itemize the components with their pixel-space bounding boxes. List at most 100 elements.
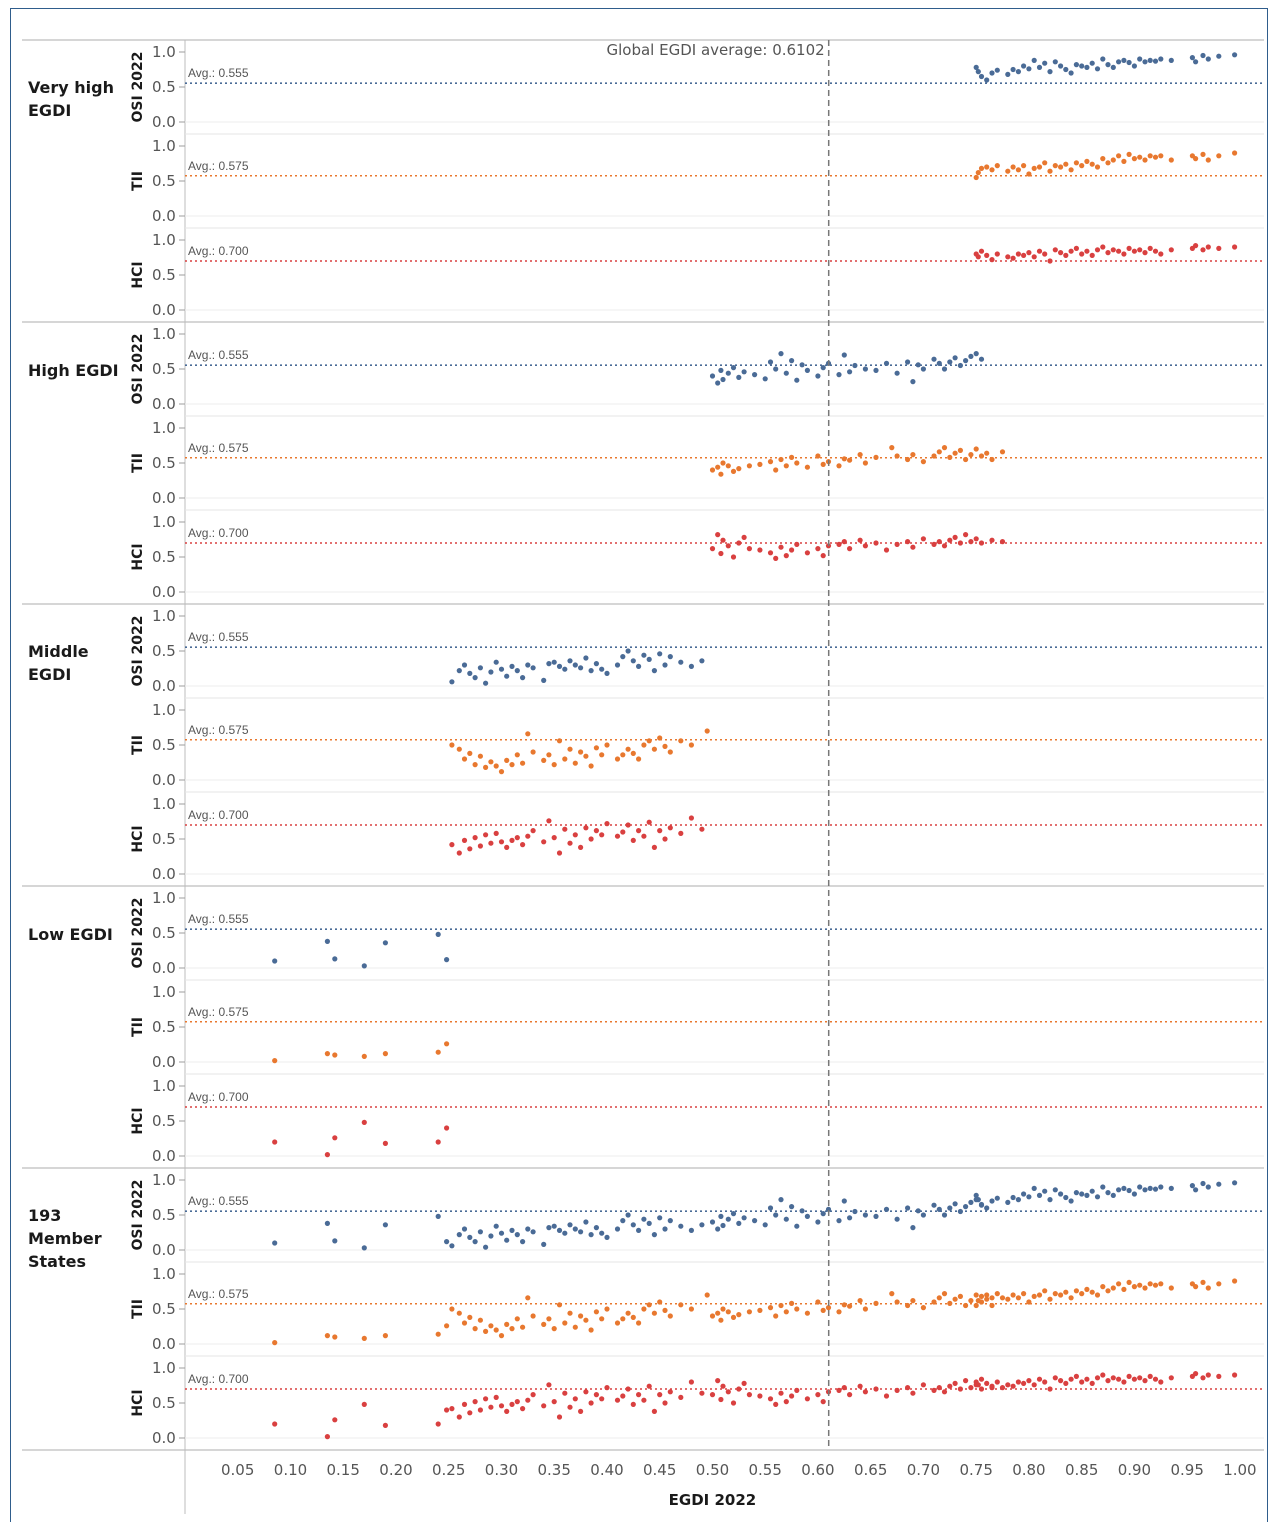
- data-point: [1137, 1375, 1143, 1381]
- data-point: [841, 456, 847, 462]
- data-point: [883, 1206, 890, 1212]
- data-point: [593, 1392, 600, 1398]
- y-tick-label: 1.0: [152, 889, 176, 907]
- data-point: [525, 731, 531, 737]
- data-point: [361, 1245, 367, 1251]
- data-point: [614, 1397, 621, 1403]
- data-point: [1036, 248, 1043, 254]
- data-point: [1152, 1282, 1159, 1288]
- data-point: [1015, 1295, 1022, 1301]
- data-point: [709, 1313, 716, 1319]
- data-point: [1168, 157, 1174, 163]
- data-point: [651, 1232, 658, 1238]
- data-point: [820, 1399, 826, 1405]
- data-point: [894, 1299, 900, 1305]
- data-point: [551, 1223, 557, 1229]
- data-point: [382, 1422, 388, 1428]
- data-point: [873, 540, 879, 546]
- data-point: [361, 963, 367, 969]
- data-point: [1168, 247, 1174, 253]
- data-point: [588, 836, 594, 842]
- data-point: [815, 546, 821, 552]
- data-point: [678, 659, 684, 665]
- data-point: [646, 738, 652, 744]
- x-tick-label: 0.20: [379, 1461, 412, 1479]
- data-point: [1068, 1295, 1074, 1301]
- data-point: [1193, 1371, 1199, 1377]
- data-point: [1137, 1282, 1143, 1288]
- data-point: [1036, 1192, 1043, 1198]
- data-point: [504, 1321, 510, 1327]
- data-point: [636, 828, 642, 834]
- data-point: [1010, 164, 1016, 170]
- data-point: [567, 840, 573, 846]
- y-tick-label: 0.0: [152, 771, 176, 789]
- data-point: [541, 839, 547, 845]
- data-point: [836, 1218, 842, 1224]
- data-point: [1110, 1192, 1116, 1198]
- data-point: [794, 1387, 800, 1393]
- data-point: [1100, 1372, 1106, 1378]
- data-point: [699, 658, 705, 664]
- data-point: [973, 351, 979, 357]
- data-point: [1026, 66, 1032, 72]
- data-point: [910, 379, 916, 385]
- data-point: [562, 1320, 568, 1326]
- data-point: [1052, 247, 1058, 253]
- data-point: [847, 1215, 853, 1221]
- data-point: [978, 165, 985, 171]
- data-point: [662, 836, 668, 842]
- average-label: Avg.: 0.555: [188, 1194, 249, 1208]
- data-point: [604, 1234, 610, 1240]
- data-point: [556, 738, 563, 744]
- data-point: [651, 1408, 658, 1414]
- data-point: [730, 1400, 737, 1406]
- x-tick-label: 0.35: [537, 1461, 570, 1479]
- data-point: [572, 1226, 578, 1232]
- data-point: [657, 828, 663, 834]
- data-point: [520, 675, 526, 681]
- data-point: [725, 1309, 731, 1315]
- data-point: [667, 1389, 673, 1395]
- data-point: [736, 374, 742, 380]
- data-point: [530, 1229, 536, 1235]
- data-point: [746, 546, 753, 552]
- data-point: [841, 539, 847, 545]
- data-point: [530, 1392, 536, 1398]
- data-point: [936, 1206, 942, 1212]
- data-point: [498, 769, 505, 775]
- data-point: [567, 658, 573, 664]
- data-point: [1158, 56, 1164, 62]
- data-point: [947, 1300, 953, 1306]
- data-point: [715, 1378, 721, 1384]
- data-point: [435, 1139, 441, 1145]
- data-point: [678, 830, 684, 837]
- data-point: [1131, 1376, 1137, 1382]
- data-point: [1031, 254, 1037, 260]
- data-point: [978, 1299, 985, 1305]
- data-point: [715, 380, 721, 386]
- data-point: [520, 842, 526, 848]
- y-tick-label: 0.0: [152, 959, 176, 977]
- data-point: [1094, 1292, 1101, 1298]
- data-point: [614, 662, 621, 668]
- data-point: [593, 1225, 600, 1231]
- data-point: [493, 830, 499, 837]
- data-point: [483, 680, 489, 686]
- data-point: [741, 1215, 747, 1221]
- data-point: [651, 668, 658, 674]
- data-point: [525, 1397, 531, 1403]
- data-point: [920, 536, 927, 542]
- data-point: [1216, 1181, 1222, 1187]
- data-point: [910, 1390, 916, 1396]
- data-point: [572, 662, 578, 668]
- data-point: [625, 746, 631, 752]
- data-point: [1010, 1194, 1016, 1201]
- data-point: [324, 1220, 330, 1226]
- data-point: [546, 661, 552, 667]
- data-point: [667, 1313, 673, 1319]
- data-point: [449, 1406, 455, 1412]
- data-point: [630, 1314, 636, 1320]
- data-point: [1147, 245, 1153, 251]
- data-point: [783, 1216, 789, 1222]
